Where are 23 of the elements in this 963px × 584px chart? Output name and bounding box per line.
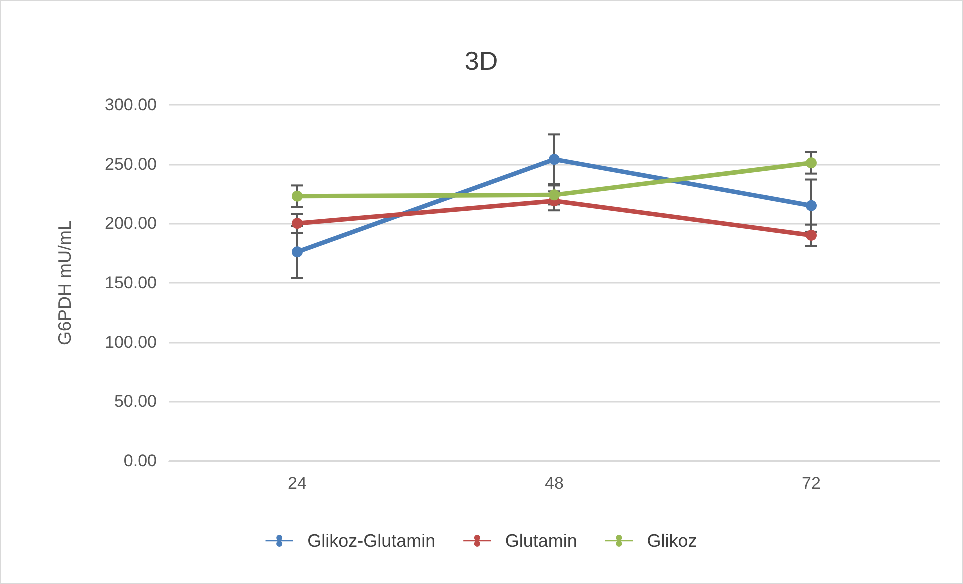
y-tick-label: 200.00: [105, 214, 157, 234]
point: [292, 218, 303, 230]
point: [549, 154, 560, 166]
y-tick-label: 0.00: [124, 452, 157, 470]
x-tick-label: 48: [545, 474, 564, 493]
point: [292, 190, 303, 202]
point: [806, 200, 817, 212]
y-tick-label: 250.00: [105, 154, 157, 174]
point: [292, 246, 303, 258]
legend-label: Glikoz-Glutamin: [308, 531, 436, 551]
y-tick-label: 50.00: [114, 392, 157, 412]
x-tick-label: 24: [288, 474, 307, 493]
y-tick-label: 150.00: [105, 274, 157, 292]
y-tick-label: 300.00: [105, 96, 157, 114]
point: [806, 230, 817, 242]
y-tick-label: 100.00: [105, 332, 157, 352]
chart-title: 3D: [464, 46, 498, 76]
x-tick-label: 72: [802, 474, 821, 493]
point: [806, 158, 817, 169]
point: [549, 190, 560, 201]
legend-label: Glikoz: [647, 531, 698, 551]
legend-label: Glutamin: [505, 531, 578, 551]
y-axis-title: G6PDH mU/mL: [55, 220, 75, 346]
